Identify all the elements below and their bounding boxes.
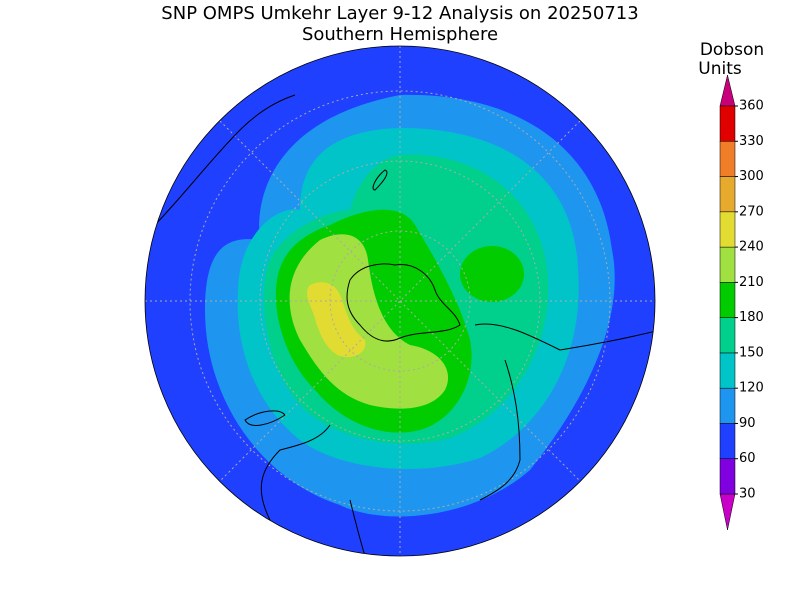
band-210-240 bbox=[289, 234, 449, 409]
colorbar-band bbox=[719, 282, 736, 318]
colorbar-band bbox=[719, 141, 736, 177]
colorbar-tick-label: 210 bbox=[739, 275, 764, 290]
ozone-map bbox=[145, 46, 655, 556]
colorbar-tick-label: 270 bbox=[739, 204, 764, 219]
colorbar-tick-label: 60 bbox=[739, 451, 756, 466]
colorbar-tick-label: 120 bbox=[739, 381, 764, 396]
colorbar: 30 60 90 120 150 180 210 240 270 300 330 360 bbox=[719, 74, 764, 531]
band-180-210-east bbox=[460, 246, 524, 302]
colorbar-tick-label: 330 bbox=[739, 134, 764, 149]
colorbar-tick-label: 360 bbox=[739, 99, 764, 114]
colorbar-band bbox=[719, 105, 736, 142]
colorbar-tick-label: 180 bbox=[739, 310, 764, 325]
colorbar-label: Units bbox=[698, 59, 742, 79]
graticule bbox=[145, 46, 655, 556]
colorbar-band bbox=[719, 352, 736, 389]
map-border bbox=[144, 45, 656, 557]
colorbar-tick-label: 30 bbox=[739, 487, 756, 502]
colorbar-band bbox=[719, 423, 736, 459]
colorbar-band bbox=[719, 317, 736, 354]
colorbar-band bbox=[719, 211, 736, 248]
colorbar-tick-label: 150 bbox=[739, 345, 764, 360]
subtitle: Southern Hemisphere bbox=[302, 24, 498, 45]
coastlines bbox=[149, 94, 655, 556]
colorbar-band bbox=[719, 458, 736, 495]
colorbar-tick-label: 240 bbox=[739, 240, 764, 255]
colorbar-tick-label: 300 bbox=[739, 169, 764, 184]
colorbar-label: Dobson bbox=[700, 40, 764, 60]
colorbar-band bbox=[719, 387, 736, 424]
colorbar-tick-label: 90 bbox=[739, 416, 756, 431]
colorbar-band bbox=[719, 246, 736, 283]
title: SNP OMPS Umkehr Layer 9-12 Analysis on 2… bbox=[161, 3, 638, 24]
colorbar-band bbox=[719, 176, 736, 213]
